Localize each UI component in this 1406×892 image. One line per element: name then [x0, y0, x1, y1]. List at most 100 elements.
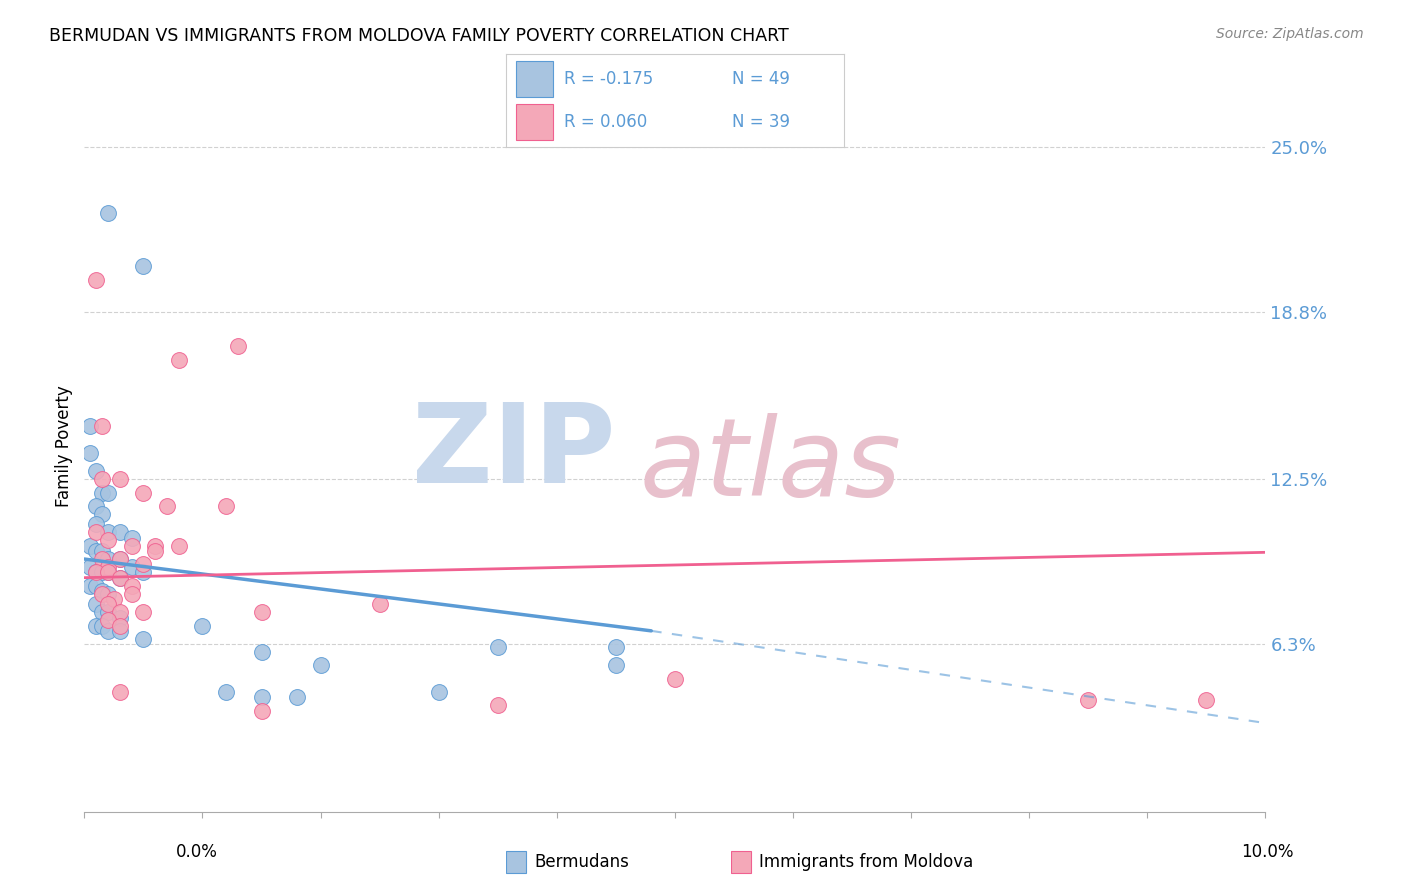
Y-axis label: Family Poverty: Family Poverty	[55, 385, 73, 507]
Point	[84, 566, 107, 580]
Point	[108, 472, 131, 486]
Point	[486, 640, 509, 654]
Point	[368, 597, 391, 611]
Point	[427, 685, 450, 699]
Point	[121, 560, 143, 574]
Point	[132, 558, 155, 572]
Point	[97, 206, 120, 220]
Point	[108, 624, 131, 638]
Point	[309, 658, 332, 673]
Point	[250, 605, 273, 619]
Point	[103, 591, 125, 606]
Point	[97, 552, 120, 566]
Point	[250, 645, 273, 659]
Text: R = -0.175: R = -0.175	[564, 70, 652, 87]
Point	[108, 610, 131, 624]
Point	[91, 605, 114, 619]
Point	[121, 586, 143, 600]
Text: Source: ZipAtlas.com: Source: ZipAtlas.com	[1216, 27, 1364, 41]
FancyBboxPatch shape	[516, 104, 554, 140]
Point	[97, 560, 120, 574]
Point	[97, 597, 120, 611]
Point	[132, 605, 155, 619]
Point	[1195, 693, 1218, 707]
Text: R = 0.060: R = 0.060	[564, 113, 647, 131]
Point	[215, 685, 238, 699]
Point	[84, 525, 107, 540]
Point	[79, 445, 101, 459]
Point	[1077, 693, 1099, 707]
Text: atlas: atlas	[640, 414, 901, 518]
Point	[79, 539, 101, 553]
Text: ZIP: ZIP	[412, 399, 616, 506]
Point	[91, 586, 114, 600]
Point	[108, 552, 131, 566]
Point	[108, 552, 131, 566]
Point	[108, 618, 131, 632]
Point	[84, 579, 107, 593]
Point	[132, 566, 155, 580]
Point	[132, 260, 155, 274]
Point	[91, 584, 114, 599]
Text: BERMUDAN VS IMMIGRANTS FROM MOLDOVA FAMILY POVERTY CORRELATION CHART: BERMUDAN VS IMMIGRANTS FROM MOLDOVA FAMI…	[49, 27, 789, 45]
FancyBboxPatch shape	[731, 851, 751, 873]
Point	[97, 624, 120, 638]
Point	[97, 525, 120, 540]
Text: N = 49: N = 49	[733, 70, 790, 87]
Point	[97, 485, 120, 500]
Point	[79, 560, 101, 574]
Point	[91, 566, 114, 580]
Point	[250, 690, 273, 705]
Point	[108, 571, 131, 585]
Point	[91, 485, 114, 500]
Point	[486, 698, 509, 713]
Point	[191, 618, 214, 632]
Point	[84, 517, 107, 532]
Point	[605, 640, 627, 654]
Point	[132, 632, 155, 646]
Point	[605, 658, 627, 673]
Point	[84, 464, 107, 478]
Point	[91, 618, 114, 632]
Point	[143, 544, 166, 558]
Point	[91, 544, 114, 558]
Point	[167, 539, 190, 553]
FancyBboxPatch shape	[506, 851, 526, 873]
Point	[108, 605, 131, 619]
Point	[84, 597, 107, 611]
Point	[143, 539, 166, 553]
Point	[108, 525, 131, 540]
Point	[97, 613, 120, 627]
Point	[250, 704, 273, 718]
Text: N = 39: N = 39	[733, 113, 790, 131]
Point	[91, 472, 114, 486]
Text: 0.0%: 0.0%	[176, 843, 218, 861]
Point	[108, 685, 131, 699]
Point	[97, 586, 120, 600]
Point	[97, 533, 120, 548]
Text: 10.0%: 10.0%	[1241, 843, 1294, 861]
Point	[84, 618, 107, 632]
Point	[664, 672, 686, 686]
Point	[121, 539, 143, 553]
Point	[84, 499, 107, 513]
Point	[84, 544, 107, 558]
Point	[97, 605, 120, 619]
Point	[97, 566, 120, 580]
Point	[167, 352, 190, 367]
Text: Bermudans: Bermudans	[534, 853, 628, 871]
Point	[84, 566, 107, 580]
FancyBboxPatch shape	[516, 61, 554, 96]
Point	[79, 579, 101, 593]
Point	[97, 566, 120, 580]
Point	[215, 499, 238, 513]
Point	[84, 273, 107, 287]
Point	[132, 485, 155, 500]
Point	[91, 507, 114, 521]
Point	[226, 339, 249, 353]
Point	[121, 531, 143, 545]
Point	[285, 690, 308, 705]
Point	[91, 552, 114, 566]
Text: Immigrants from Moldova: Immigrants from Moldova	[759, 853, 973, 871]
Point	[121, 579, 143, 593]
